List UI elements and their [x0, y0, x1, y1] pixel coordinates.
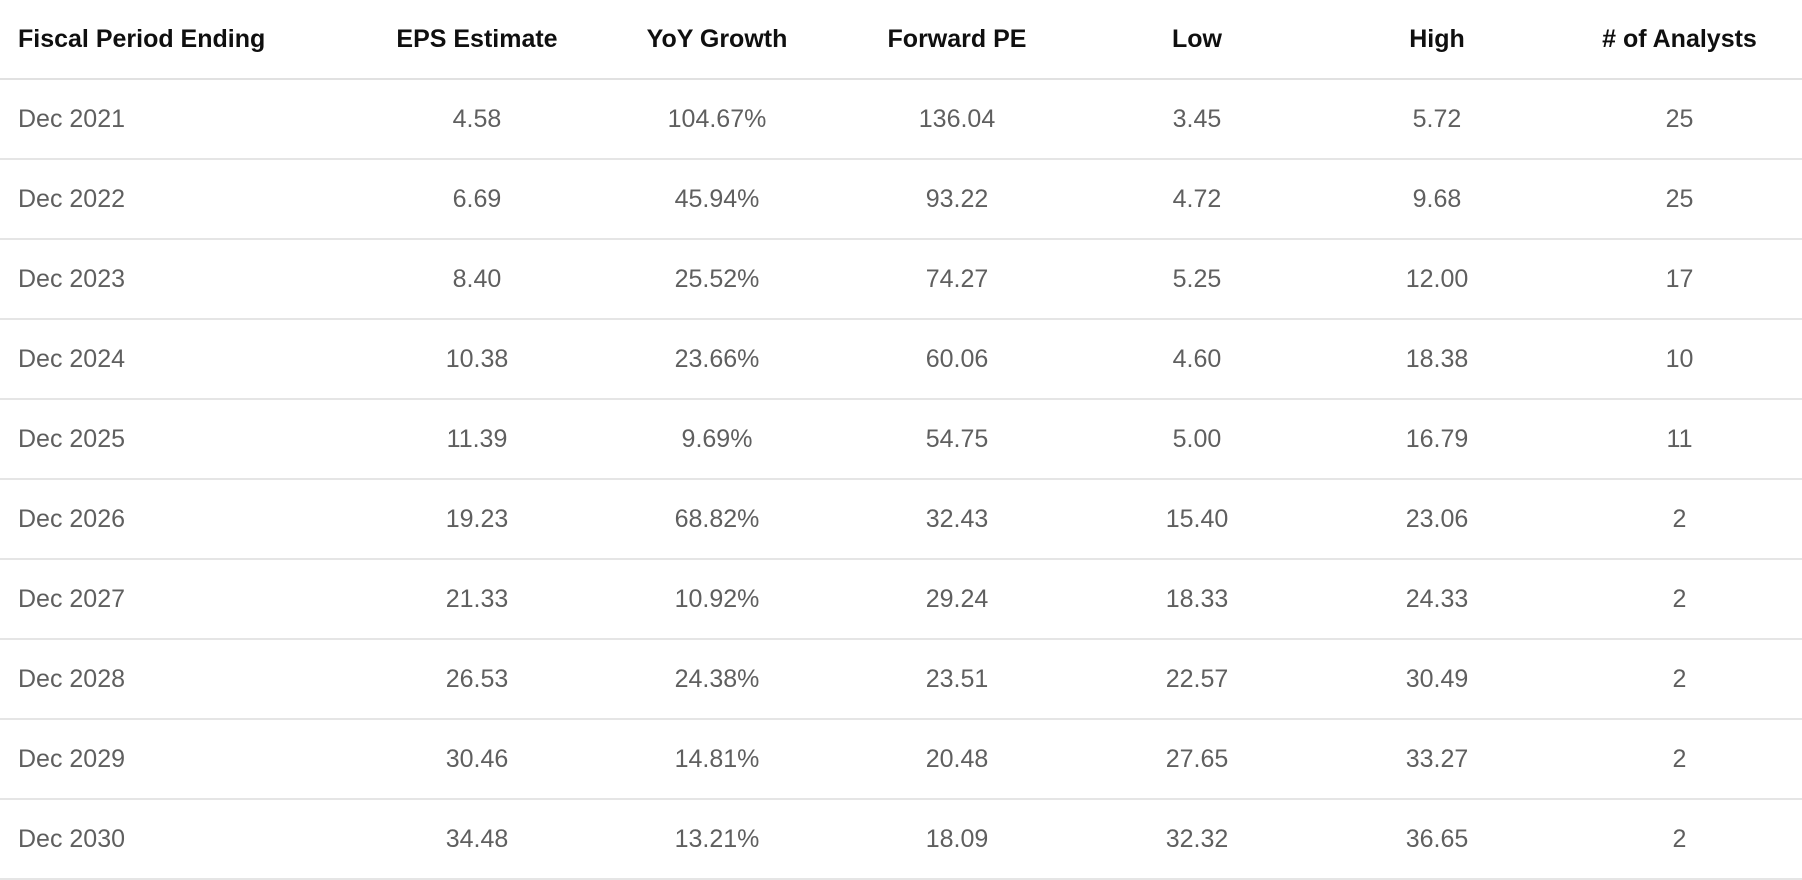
cell-high: 18.38 — [1317, 319, 1557, 400]
table-row: Dec 2021 4.58 104.67% 136.04 3.45 5.72 2… — [0, 79, 1802, 160]
cell-num-analysts: 17 — [1557, 239, 1802, 320]
cell-forward-pe: 23.51 — [837, 639, 1077, 720]
cell-low: 3.45 — [1077, 79, 1317, 160]
cell-fiscal-period: Dec 2023 — [0, 239, 357, 320]
cell-fiscal-period: Dec 2022 — [0, 159, 357, 240]
table-row: Dec 2028 26.53 24.38% 23.51 22.57 30.49 … — [0, 639, 1802, 720]
cell-forward-pe: 136.04 — [837, 79, 1077, 160]
cell-eps-estimate: 6.69 — [357, 159, 597, 240]
cell-low: 5.25 — [1077, 239, 1317, 320]
cell-low: 4.72 — [1077, 159, 1317, 240]
cell-high: 33.27 — [1317, 719, 1557, 800]
cell-num-analysts: 2 — [1557, 799, 1802, 880]
cell-low: 22.57 — [1077, 639, 1317, 720]
cell-low: 27.65 — [1077, 719, 1317, 800]
table-row: Dec 2025 11.39 9.69% 54.75 5.00 16.79 11 — [0, 399, 1802, 480]
cell-fiscal-period: Dec 2029 — [0, 719, 357, 800]
cell-fiscal-period: Dec 2027 — [0, 559, 357, 640]
cell-yoy-growth: 25.52% — [597, 239, 837, 320]
cell-eps-estimate: 10.38 — [357, 319, 597, 400]
cell-forward-pe: 20.48 — [837, 719, 1077, 800]
table-row: Dec 2030 34.48 13.21% 18.09 32.32 36.65 … — [0, 799, 1802, 880]
column-header-high: High — [1317, 0, 1557, 80]
table-body: Dec 2021 4.58 104.67% 136.04 3.45 5.72 2… — [0, 79, 1802, 880]
cell-num-analysts: 10 — [1557, 319, 1802, 400]
cell-yoy-growth: 23.66% — [597, 319, 837, 400]
cell-forward-pe: 54.75 — [837, 399, 1077, 480]
cell-eps-estimate: 19.23 — [357, 479, 597, 560]
cell-yoy-growth: 13.21% — [597, 799, 837, 880]
column-header-eps-estimate: EPS Estimate — [357, 0, 597, 80]
cell-yoy-growth: 24.38% — [597, 639, 837, 720]
cell-num-analysts: 25 — [1557, 159, 1802, 240]
cell-high: 36.65 — [1317, 799, 1557, 880]
cell-forward-pe: 74.27 — [837, 239, 1077, 320]
cell-eps-estimate: 30.46 — [357, 719, 597, 800]
cell-forward-pe: 93.22 — [837, 159, 1077, 240]
table-header-row: Fiscal Period Ending EPS Estimate YoY Gr… — [0, 0, 1802, 80]
cell-fiscal-period: Dec 2028 — [0, 639, 357, 720]
cell-fiscal-period: Dec 2030 — [0, 799, 357, 880]
cell-yoy-growth: 45.94% — [597, 159, 837, 240]
table-row: Dec 2023 8.40 25.52% 74.27 5.25 12.00 17 — [0, 239, 1802, 320]
cell-num-analysts: 11 — [1557, 399, 1802, 480]
cell-yoy-growth: 104.67% — [597, 79, 837, 160]
cell-yoy-growth: 14.81% — [597, 719, 837, 800]
cell-fiscal-period: Dec 2026 — [0, 479, 357, 560]
cell-fiscal-period: Dec 2024 — [0, 319, 357, 400]
cell-forward-pe: 18.09 — [837, 799, 1077, 880]
cell-high: 12.00 — [1317, 239, 1557, 320]
cell-eps-estimate: 34.48 — [357, 799, 597, 880]
table-row: Dec 2022 6.69 45.94% 93.22 4.72 9.68 25 — [0, 159, 1802, 240]
cell-eps-estimate: 4.58 — [357, 79, 597, 160]
cell-low: 18.33 — [1077, 559, 1317, 640]
cell-num-analysts: 2 — [1557, 559, 1802, 640]
cell-yoy-growth: 68.82% — [597, 479, 837, 560]
cell-num-analysts: 2 — [1557, 639, 1802, 720]
column-header-low: Low — [1077, 0, 1317, 80]
cell-low: 4.60 — [1077, 319, 1317, 400]
cell-num-analysts: 2 — [1557, 719, 1802, 800]
cell-high: 5.72 — [1317, 79, 1557, 160]
cell-high: 16.79 — [1317, 399, 1557, 480]
cell-yoy-growth: 9.69% — [597, 399, 837, 480]
cell-high: 9.68 — [1317, 159, 1557, 240]
cell-num-analysts: 2 — [1557, 479, 1802, 560]
cell-eps-estimate: 21.33 — [357, 559, 597, 640]
cell-low: 32.32 — [1077, 799, 1317, 880]
table-row: Dec 2027 21.33 10.92% 29.24 18.33 24.33 … — [0, 559, 1802, 640]
column-header-forward-pe: Forward PE — [837, 0, 1077, 80]
cell-eps-estimate: 26.53 — [357, 639, 597, 720]
cell-eps-estimate: 8.40 — [357, 239, 597, 320]
table-row: Dec 2024 10.38 23.66% 60.06 4.60 18.38 1… — [0, 319, 1802, 400]
table-row: Dec 2029 30.46 14.81% 20.48 27.65 33.27 … — [0, 719, 1802, 800]
cell-fiscal-period: Dec 2021 — [0, 79, 357, 160]
cell-forward-pe: 32.43 — [837, 479, 1077, 560]
cell-high: 24.33 — [1317, 559, 1557, 640]
column-header-fiscal-period-ending: Fiscal Period Ending — [0, 0, 357, 80]
table-row: Dec 2026 19.23 68.82% 32.43 15.40 23.06 … — [0, 479, 1802, 560]
cell-high: 30.49 — [1317, 639, 1557, 720]
cell-num-analysts: 25 — [1557, 79, 1802, 160]
cell-forward-pe: 29.24 — [837, 559, 1077, 640]
cell-fiscal-period: Dec 2025 — [0, 399, 357, 480]
cell-eps-estimate: 11.39 — [357, 399, 597, 480]
cell-yoy-growth: 10.92% — [597, 559, 837, 640]
cell-low: 5.00 — [1077, 399, 1317, 480]
cell-forward-pe: 60.06 — [837, 319, 1077, 400]
column-header-num-analysts: # of Analysts — [1557, 0, 1802, 80]
column-header-yoy-growth: YoY Growth — [597, 0, 837, 80]
cell-low: 15.40 — [1077, 479, 1317, 560]
cell-high: 23.06 — [1317, 479, 1557, 560]
